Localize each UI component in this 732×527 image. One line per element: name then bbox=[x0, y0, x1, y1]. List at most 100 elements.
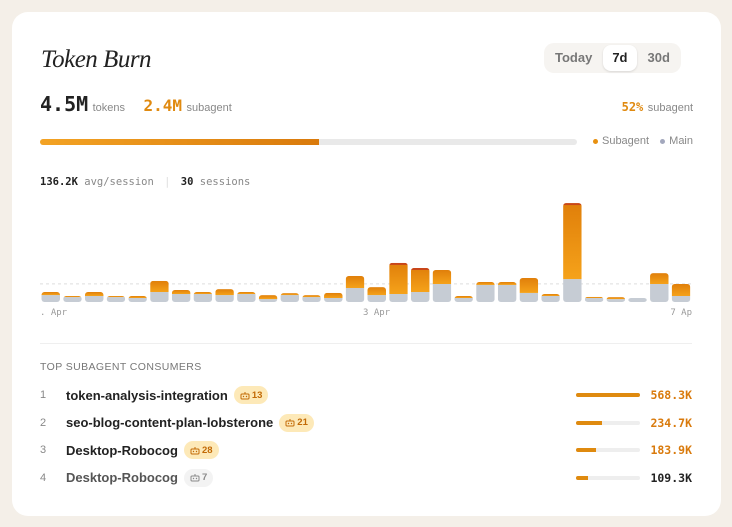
range-today[interactable]: Today bbox=[555, 50, 593, 65]
consumer-row[interactable]: 3 Desktop-Robocog 28 183.9K bbox=[40, 440, 692, 460]
range-7d[interactable]: 7d bbox=[603, 45, 637, 71]
main-segment bbox=[519, 292, 539, 302]
subagent-segment bbox=[389, 262, 408, 294]
agent-count: 21 bbox=[297, 417, 308, 428]
main-segment bbox=[476, 284, 495, 302]
main-segment bbox=[432, 284, 452, 302]
session-bar[interactable] bbox=[345, 276, 365, 302]
main-segment bbox=[193, 294, 213, 302]
share-bar-fill bbox=[576, 448, 597, 452]
share-bar-fill bbox=[576, 393, 640, 397]
session-bar[interactable] bbox=[628, 298, 647, 302]
x-tick-label: 7 Ap bbox=[670, 308, 692, 318]
main-segment bbox=[454, 298, 473, 302]
consumer-name: Desktop-Robocog bbox=[66, 442, 178, 458]
session-bar[interactable] bbox=[367, 287, 387, 302]
subagent-segment bbox=[476, 282, 495, 285]
consumers-title: TOP SUBAGENT CONSUMERS bbox=[40, 361, 202, 373]
divider bbox=[40, 343, 692, 344]
subagent-segment bbox=[454, 296, 473, 298]
subagent-segment bbox=[193, 292, 213, 294]
session-bar[interactable] bbox=[410, 268, 430, 302]
subagent-segment bbox=[563, 203, 582, 280]
session-bar[interactable] bbox=[606, 297, 626, 302]
main-segment bbox=[63, 297, 82, 302]
consumer-row[interactable]: 1 token-analysis-integration 13 568.3K bbox=[40, 385, 692, 405]
subagent-segment bbox=[345, 276, 365, 288]
sessions-value: 30 bbox=[180, 176, 194, 188]
main-segment bbox=[302, 297, 321, 302]
session-bar[interactable] bbox=[302, 295, 321, 302]
token-burn-card: Token Burn Today 7d 30d 4.5M tokens 2.4M… bbox=[12, 12, 721, 516]
avg-value: 136.2K bbox=[40, 176, 78, 188]
consumer-row[interactable]: 2 seo-blog-content-plan-lobsterone 21 23… bbox=[40, 413, 692, 433]
main-segment bbox=[671, 296, 691, 302]
session-bar[interactable] bbox=[84, 292, 104, 302]
subagent-label: subagent bbox=[186, 102, 232, 114]
subagent-segment bbox=[650, 273, 669, 284]
session-bar[interactable] bbox=[215, 289, 234, 302]
session-bar[interactable] bbox=[541, 294, 560, 302]
robot-icon bbox=[190, 474, 200, 482]
subagent-segment bbox=[497, 282, 517, 285]
session-bar[interactable] bbox=[171, 290, 191, 302]
session-bar[interactable] bbox=[519, 278, 539, 302]
share-bar-fill bbox=[576, 420, 603, 425]
session-stats: 136.2K avg/session | 30 sessions bbox=[40, 176, 251, 188]
session-bar[interactable] bbox=[454, 296, 473, 302]
subagent-share-bar bbox=[40, 139, 577, 145]
session-bar[interactable] bbox=[63, 296, 82, 302]
session-bar[interactable] bbox=[584, 296, 604, 302]
session-bar[interactable] bbox=[237, 292, 256, 302]
session-bar[interactable] bbox=[476, 282, 495, 302]
main-segment bbox=[150, 292, 169, 302]
subagent-dot-icon bbox=[592, 138, 598, 144]
main-segment bbox=[106, 297, 126, 302]
session-bar[interactable] bbox=[258, 295, 278, 302]
bar-cap bbox=[389, 262, 408, 265]
consumer-row[interactable]: 4 Desktop-Robocog 7 109.3K bbox=[40, 468, 692, 488]
totals: 4.5M tokens 2.4M subagent bbox=[40, 92, 232, 116]
main-segment bbox=[541, 296, 560, 302]
session-bar[interactable] bbox=[671, 284, 691, 302]
session-bar[interactable] bbox=[324, 292, 343, 302]
session-bar[interactable] bbox=[497, 282, 517, 302]
subagent-pct: 52% subagent bbox=[622, 98, 693, 116]
main-segment bbox=[171, 294, 191, 302]
session-bar[interactable] bbox=[650, 273, 669, 302]
agent-count: 7 bbox=[201, 472, 208, 483]
session-bar[interactable] bbox=[280, 293, 300, 302]
agent-count: 13 bbox=[251, 389, 263, 401]
consumer-value: 568.3K bbox=[650, 388, 692, 402]
session-bar[interactable] bbox=[150, 280, 169, 302]
agent-count-badge: 7 bbox=[183, 468, 214, 487]
main-segment bbox=[84, 296, 104, 302]
session-bar[interactable] bbox=[128, 296, 147, 302]
main-segment bbox=[367, 295, 386, 302]
share-bar bbox=[576, 393, 640, 397]
main-segment bbox=[324, 298, 343, 302]
main-segment bbox=[280, 295, 300, 302]
session-bar[interactable] bbox=[41, 292, 61, 302]
subagent-segment bbox=[606, 297, 626, 300]
pct-value: 52% bbox=[621, 100, 644, 114]
session-bar[interactable] bbox=[432, 270, 452, 302]
total-label: tokens bbox=[92, 102, 126, 114]
subagent-segment bbox=[367, 287, 386, 296]
session-bar[interactable] bbox=[389, 262, 408, 302]
subagent-segment bbox=[302, 295, 321, 298]
main-segment bbox=[258, 299, 278, 302]
subagent-segment bbox=[519, 278, 539, 293]
subagent-segment bbox=[432, 270, 452, 284]
main-segment bbox=[497, 284, 517, 302]
consumer-name: Desktop-Robocog bbox=[66, 470, 178, 485]
avg-label: avg/session bbox=[84, 176, 154, 188]
session-bar[interactable] bbox=[193, 292, 213, 302]
rank: 3 bbox=[40, 444, 47, 456]
subagent-segment bbox=[41, 292, 60, 296]
session-bar[interactable] bbox=[563, 203, 582, 302]
consumer-name: seo-blog-content-plan-lobsterone bbox=[66, 415, 274, 430]
range-30d[interactable]: 30d bbox=[647, 50, 670, 65]
subagent-tokens: 2.4M bbox=[143, 96, 183, 115]
session-bar[interactable] bbox=[106, 296, 126, 302]
